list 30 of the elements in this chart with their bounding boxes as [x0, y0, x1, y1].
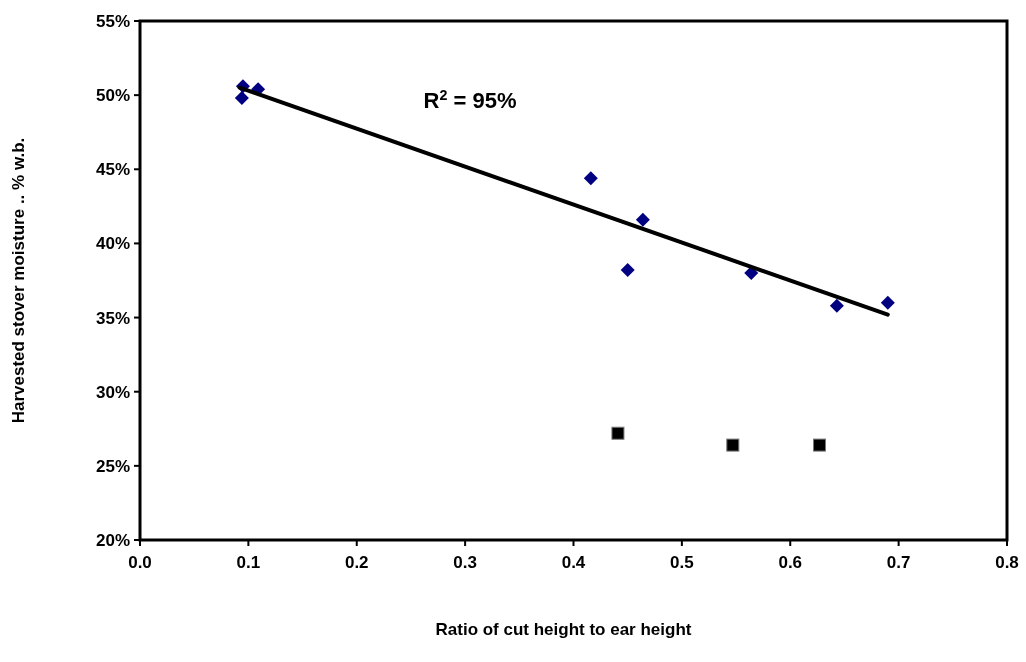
x-axis-title: Ratio of cut height to ear height [435, 620, 692, 639]
y-tick-label: 30% [95, 382, 130, 402]
x-tick-label: 0.1 [236, 553, 261, 572]
x-tick-label: 0.8 [995, 553, 1019, 572]
x-tick-label: 0.2 [344, 553, 369, 572]
point [744, 266, 759, 281]
x-tick-label: 0.7 [886, 553, 911, 572]
x-tick-label: 0.5 [670, 553, 694, 572]
y-tick-label: 45% [95, 160, 130, 180]
x-tick-label: 0.4 [561, 553, 586, 572]
y-tick-label: 55% [95, 11, 130, 31]
y-tick-label: 40% [95, 234, 130, 254]
point [611, 426, 625, 440]
y-axis-title: Harvested stover moisture .. % w.b. [9, 137, 28, 424]
x-tick-label: 0.6 [778, 553, 803, 572]
x-tick-label: 0.3 [453, 553, 477, 572]
y-tick-label: 50% [95, 86, 130, 106]
y-tick-label: 25% [95, 456, 130, 476]
y-tick-label: 35% [95, 308, 130, 328]
point [880, 295, 895, 310]
point [620, 263, 635, 278]
annotation: R$^{2}$ = 95% [423, 87, 517, 113]
x-tick-label: 0.0 [128, 553, 152, 572]
point [234, 91, 249, 106]
point [635, 212, 650, 227]
point [583, 171, 598, 186]
point [726, 438, 740, 452]
point [813, 438, 827, 452]
y-tick-label: 20% [95, 530, 130, 550]
point [829, 298, 844, 313]
